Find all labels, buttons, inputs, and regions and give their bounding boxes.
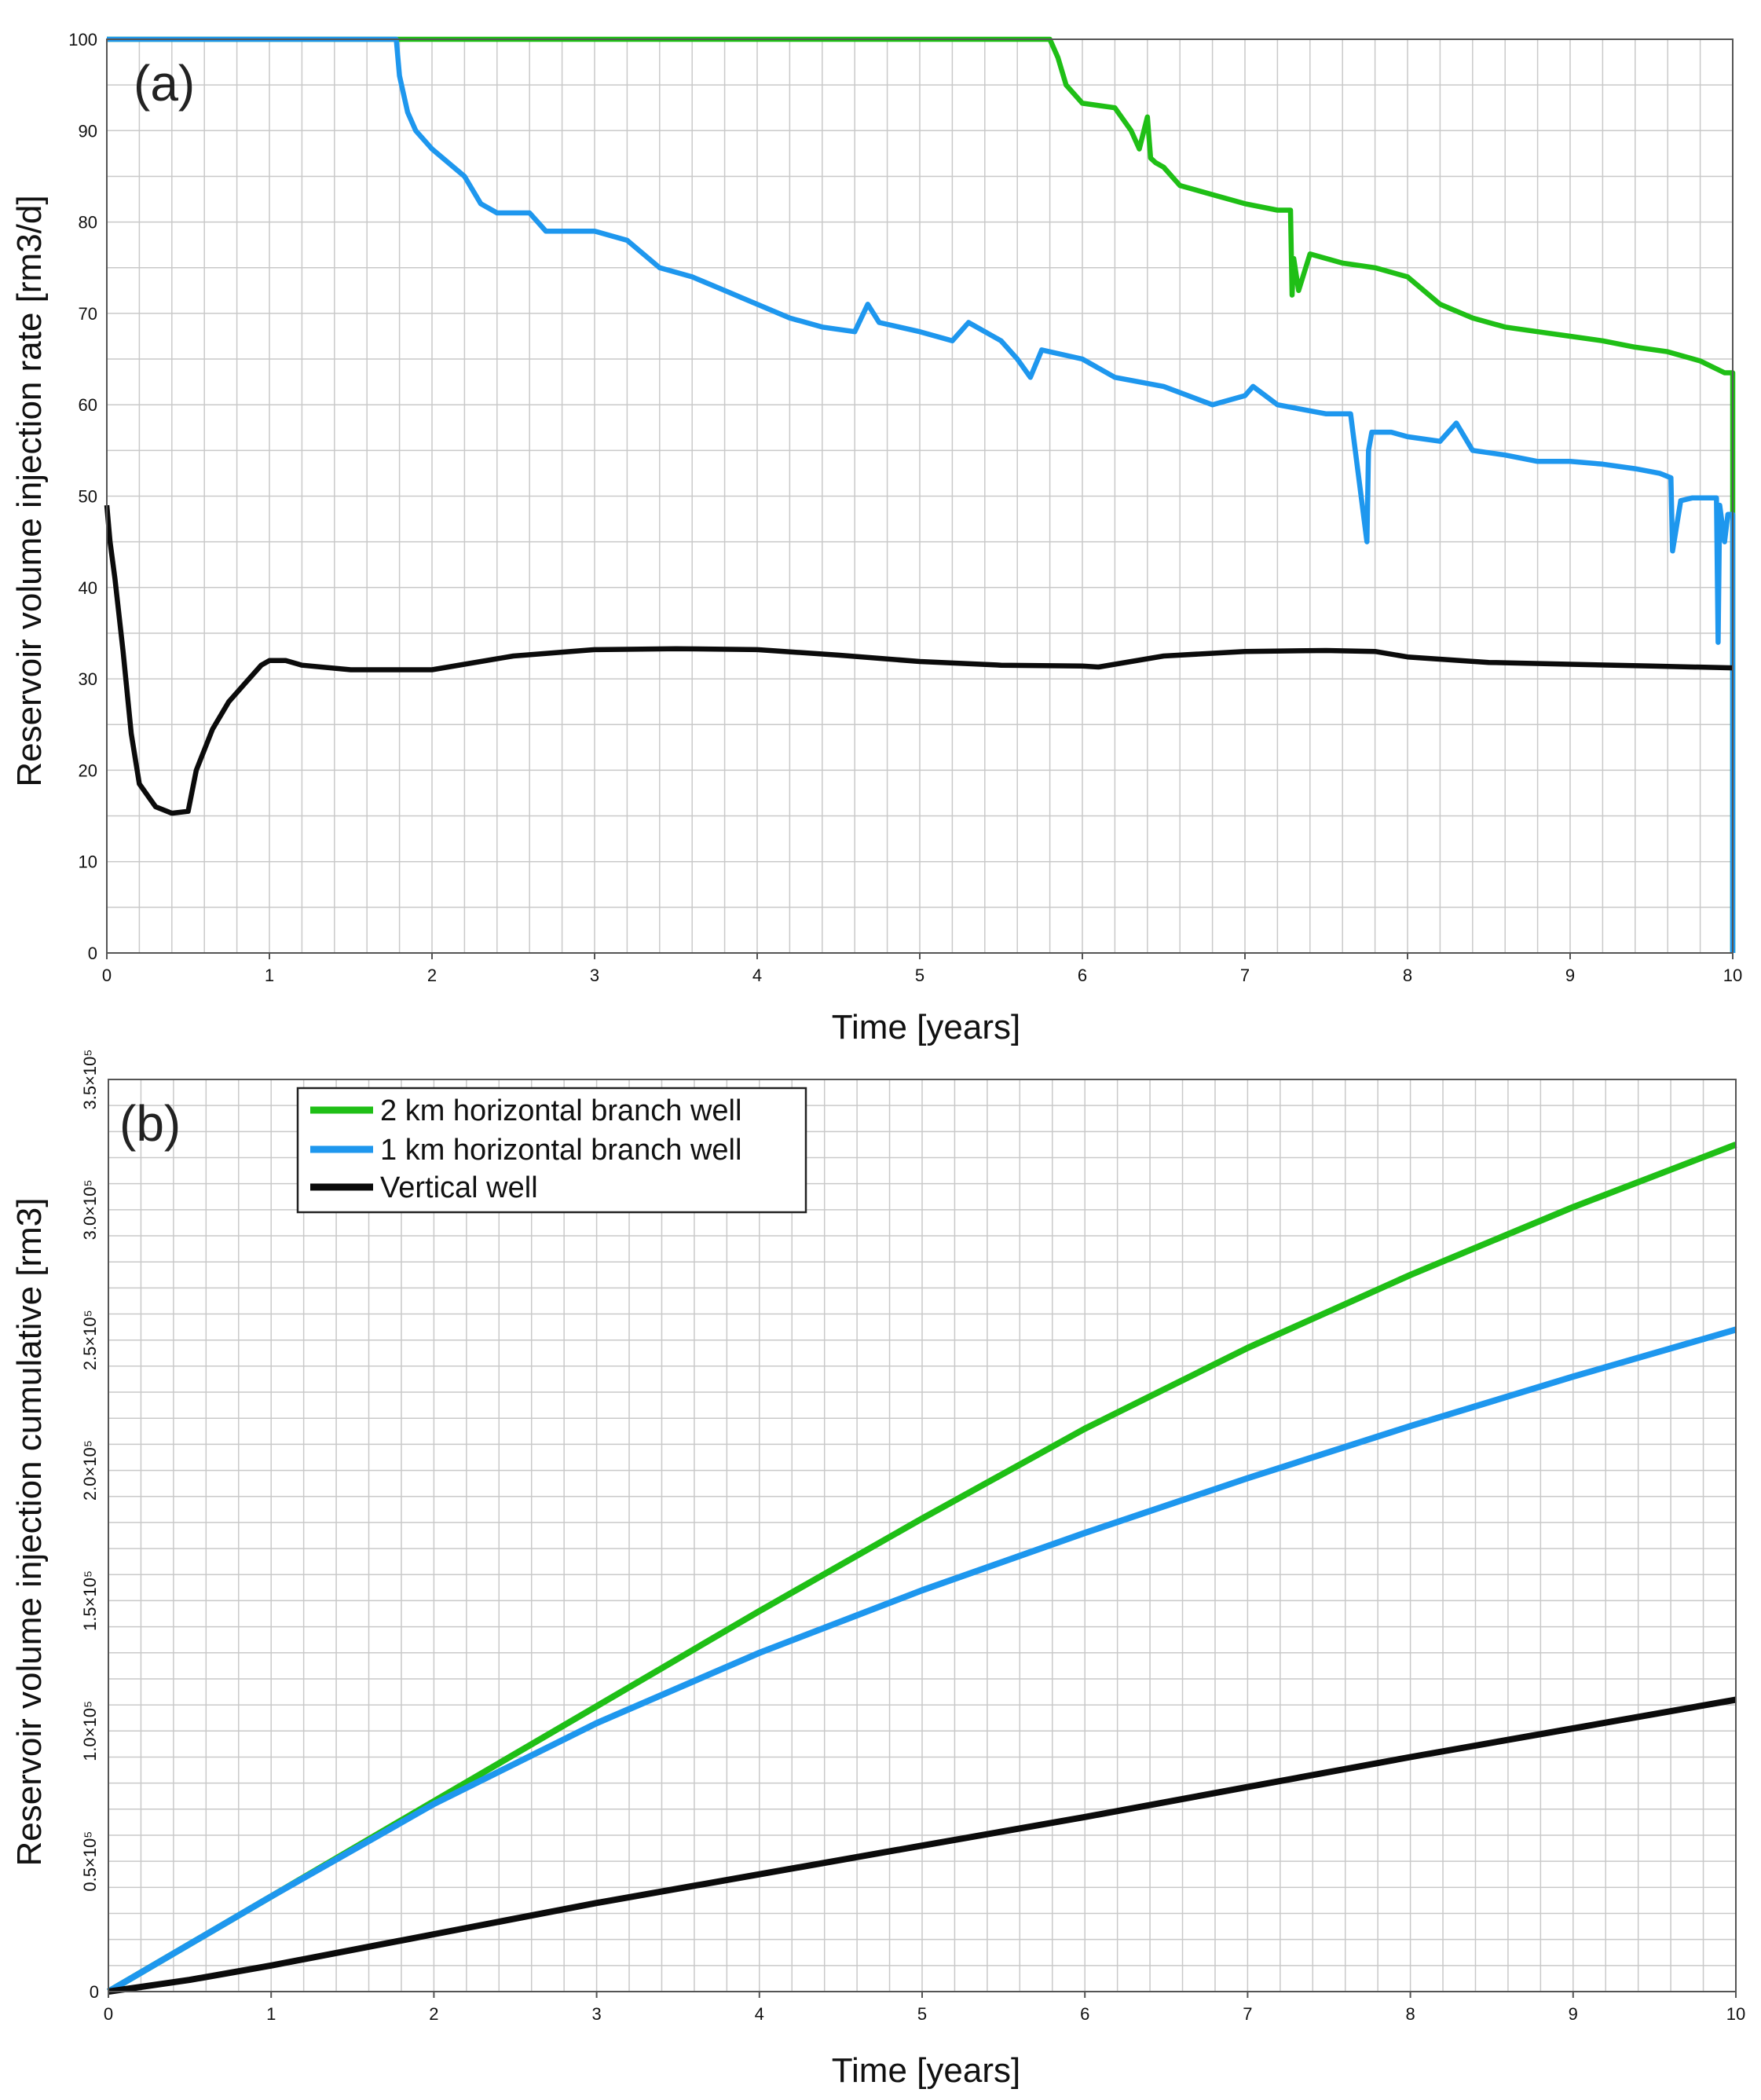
- y-tick-label: 3.0×10⁵: [80, 1179, 100, 1240]
- y-tick-label: 40: [79, 578, 97, 598]
- y-tick-label: 30: [79, 669, 97, 689]
- panel-b-y-ticks: 0 0.5×10⁵ 1.0×10⁵ 1.5×10⁵ 2.0×10⁵ 2.5×10⁵ 3.0×…: [80, 1049, 100, 2002]
- x-tick-label: 6: [1078, 966, 1087, 985]
- panel-b-x-ticks: 0 1 2 3 4 5 6 7 8 9 10: [104, 1992, 1745, 2024]
- x-tick-label: 2: [429, 2004, 438, 2024]
- panel-b-grid: [108, 1079, 1737, 1992]
- panel-b-y-axis-title: Reservoir volume injection cumulative [r…: [10, 1198, 49, 1867]
- x-tick-label: 0: [104, 2004, 113, 2024]
- y-tick-label: 2.0×10⁵: [80, 1440, 100, 1501]
- series-line-black: [104, 504, 1734, 816]
- panel-a-label: (a): [134, 55, 195, 112]
- panel-b-series: [106, 1142, 1737, 1995]
- x-tick-label: 10: [1726, 2004, 1745, 2024]
- y-tick-label: 0.5×10⁵: [80, 1831, 100, 1892]
- x-tick-label: 3: [590, 966, 599, 985]
- y-tick-label: 70: [79, 304, 97, 324]
- y-tick-label: 2.5×10⁵: [80, 1310, 100, 1370]
- panel-b-cumulative-chart: 0 1 2 3 4 5 6 7 8 9 10 0 0.5×10⁵ 1.0×10⁵ 1.5×10⁵ 2.0×1…: [10, 1049, 1745, 2090]
- x-tick-label: 6: [1080, 2004, 1089, 2024]
- series-line-green: [107, 36, 1736, 953]
- series-line-blue: [106, 1326, 1737, 1995]
- panel-b-label: (b): [119, 1095, 181, 1152]
- x-tick-label: 9: [1565, 966, 1575, 985]
- y-tick-label: 100: [68, 30, 97, 49]
- x-tick-label: 3: [591, 2004, 601, 2024]
- legend-box: [296, 1087, 807, 1214]
- x-tick-label: 2: [427, 966, 437, 985]
- x-tick-label: 10: [1723, 966, 1742, 985]
- series-line-blue: [107, 36, 1736, 953]
- panel-a-x-ticks: 0 1 2 3 4 5 6 7 8 9 10: [102, 953, 1742, 985]
- y-tick-label: 80: [79, 213, 97, 233]
- panel-b-x-axis-title: Time [years]: [832, 2051, 1020, 2090]
- x-tick-label: 9: [1569, 2004, 1578, 2024]
- legend-label-vertical: Vertical well: [380, 1171, 538, 1204]
- x-tick-label: 4: [752, 966, 762, 985]
- y-tick-label: 20: [79, 760, 97, 780]
- legend: 2 km horizontal branch well 1 km horizon…: [296, 1087, 807, 1214]
- x-tick-label: 5: [915, 966, 924, 985]
- panel-a-series: [104, 36, 1736, 953]
- y-tick-label: 60: [79, 395, 97, 415]
- x-tick-label: 1: [266, 2004, 276, 2024]
- legend-label-2km: 2 km horizontal branch well: [380, 1094, 741, 1127]
- x-tick-label: 8: [1403, 966, 1412, 985]
- x-tick-label: 7: [1240, 966, 1250, 985]
- x-tick-label: 8: [1405, 2004, 1415, 2024]
- panel-a-y-axis-title: Reservoir volume injection rate [rm3/d]: [10, 195, 49, 786]
- panel-a-x-axis-title: Time [years]: [832, 1008, 1020, 1046]
- y-tick-label: 90: [79, 121, 97, 141]
- x-tick-label: 1: [265, 966, 274, 985]
- legend-label-1km: 1 km horizontal branch well: [380, 1134, 741, 1167]
- panel-a-y-ticks: 0 10 20 30 40 50 60 70 80 90 100: [68, 30, 97, 963]
- y-tick-label: 0: [90, 1982, 99, 2002]
- y-tick-label: 0: [88, 944, 97, 963]
- x-tick-label: 5: [917, 2004, 927, 2024]
- y-tick-label: 1.0×10⁵: [80, 1701, 100, 1761]
- x-tick-label: 0: [102, 966, 112, 985]
- y-tick-label: 3.5×10⁵: [80, 1049, 100, 1109]
- y-tick-label: 50: [79, 487, 97, 507]
- y-tick-label: 10: [79, 852, 97, 872]
- x-tick-label: 7: [1243, 2004, 1252, 2024]
- panel-a-grid: [106, 38, 1734, 954]
- x-tick-label: 4: [755, 2004, 764, 2024]
- y-tick-label: 1.5×10⁵: [80, 1570, 100, 1631]
- series-line-black: [108, 1696, 1737, 1995]
